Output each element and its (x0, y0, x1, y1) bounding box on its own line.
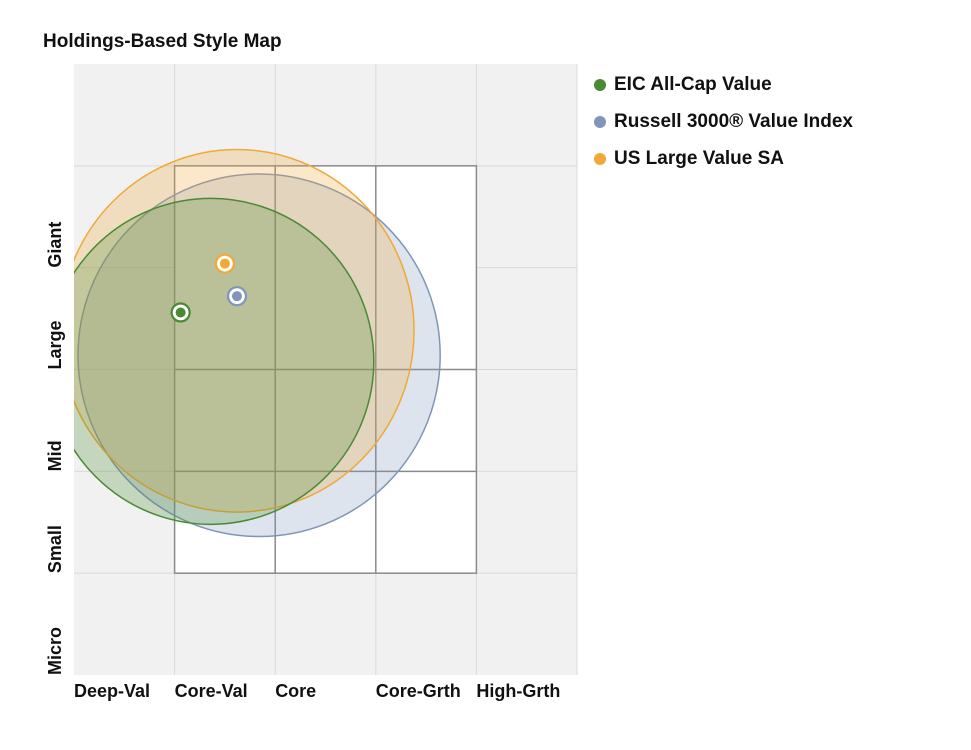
point-series-1 (231, 291, 242, 302)
y-tick-label: Mid (45, 440, 65, 471)
points (170, 253, 248, 323)
x-tick-label: High-Grth (476, 681, 560, 701)
x-tick-label: Core (275, 681, 316, 701)
legend-label: US Large Value SA (614, 147, 785, 169)
legend-dot-icon (594, 78, 606, 91)
x-tick-labels: Deep-Val Core-Val Core Core-Grth High-Grth (74, 681, 560, 701)
x-tick-label: Core-Grth (376, 681, 461, 701)
x-tick-label: Core-Val (175, 681, 248, 701)
legend-dot-icon (594, 152, 606, 165)
legend: EIC All-Cap Value Russell 3000® Value In… (594, 66, 853, 177)
ellipses (74, 148, 441, 538)
point-series-0 (175, 307, 186, 318)
style-box-grid (174, 165, 477, 574)
legend-label: EIC All-Cap Value (614, 73, 772, 95)
point-series-2 (219, 258, 230, 269)
y-tick-label: Giant (45, 222, 65, 268)
y-tick-label: Micro (45, 627, 65, 675)
legend-item-uslv: US Large Value SA (594, 140, 853, 177)
ellipse-series-2 (74, 148, 415, 513)
y-tick-label: Large (45, 320, 65, 369)
x-tick-label: Deep-Val (74, 681, 150, 701)
legend-dot-icon (594, 115, 606, 128)
ellipse-series-0 (74, 197, 375, 526)
y-tick-labels: Micro Small Mid Large Giant (45, 222, 65, 675)
y-tick-label: Small (45, 525, 65, 573)
legend-item-eic: EIC All-Cap Value (594, 66, 853, 103)
legend-item-russell: Russell 3000® Value Index (594, 103, 853, 140)
legend-label: Russell 3000® Value Index (614, 110, 853, 132)
chart-title: Holdings-Based Style Map (43, 31, 282, 52)
